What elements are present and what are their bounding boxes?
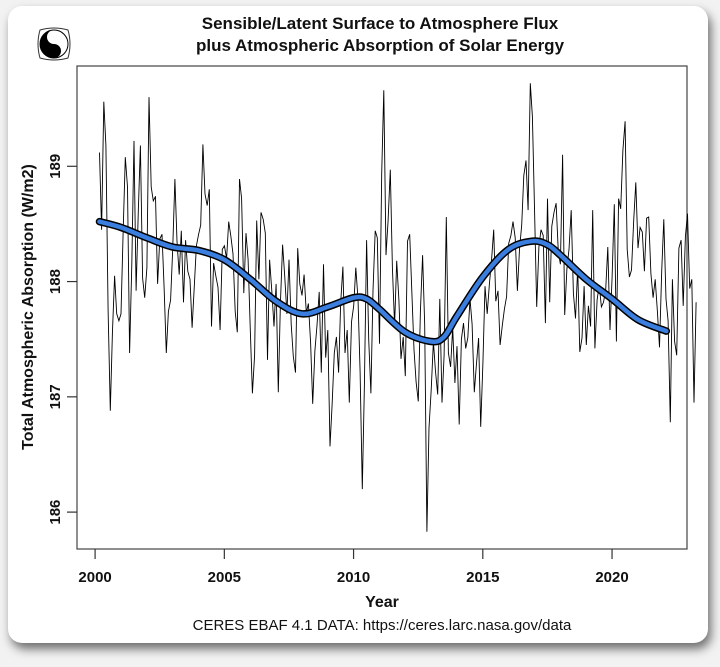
y-tick-label: 188 [47,269,64,294]
x-axis: 2000 2005 2010 2015 2020 [78,549,629,586]
y-axis-title: Total Atmospheric Absorption (W/m2) [20,164,37,450]
chart-title-line-1: Sensible/Latent Surface to Atmosphere Fl… [201,14,559,33]
y-tick-label: 186 [47,500,64,525]
y-tick-label: 187 [47,384,64,409]
chart-title-line-2: plus Atmospheric Absorption of Solar Ene… [195,36,565,55]
yin-yang-logo-icon [37,27,71,61]
trend-line [97,219,669,344]
x-tick-label: 2005 [208,569,241,586]
y-tick-label: 189 [47,154,64,179]
x-tick-label: 2000 [78,569,111,586]
monthly-series-line [99,83,697,532]
data-source-caption: CERES EBAF 4.1 DATA: https://ceres.larc.… [193,617,572,634]
x-tick-label: 2015 [466,569,499,586]
x-tick-label: 2010 [337,569,370,586]
chart-card [8,6,708,643]
plot-area-frame [76,65,688,550]
series-layer [95,83,697,532]
y-axis: 186 187 188 189 [47,154,77,525]
x-axis-title: Year [365,594,399,611]
x-tick-label: 2020 [595,569,628,586]
